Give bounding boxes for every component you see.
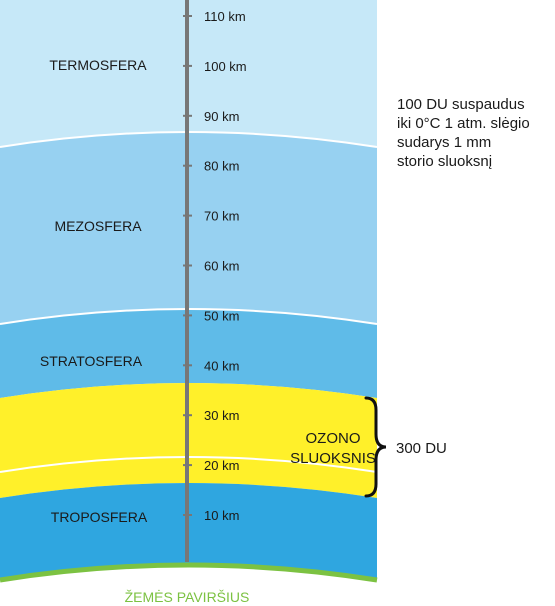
tick-label: 40 km: [204, 358, 239, 373]
termosfera-label: TERMOSFERA: [49, 57, 147, 73]
tick-label: 30 km: [204, 408, 239, 423]
ozone-label-line1: OZONO: [306, 430, 361, 447]
tick-label: 60 km: [204, 259, 239, 274]
tick-label: 10 km: [204, 508, 239, 523]
ozone-brace: [364, 396, 387, 498]
note-line: storio sluoksnį: [397, 153, 493, 170]
stratosfera-label: STRATOSFERA: [40, 353, 143, 369]
ground-surface: [0, 562, 378, 583]
note-line: 100 DU suspaudus: [397, 96, 525, 113]
tick-label: 20 km: [204, 458, 239, 473]
tick-label: 50 km: [204, 308, 239, 323]
troposfera-label: TROPOSFERA: [51, 509, 148, 525]
note-line: iki 0°C 1 atm. slėgio: [397, 115, 530, 132]
altitude-ticks: 110 km 100 km 90 km 80 km 70 km 60 km 50 km 40 …: [183, 9, 247, 523]
du-explanation-note: 100 DU suspaudus iki 0°C 1 atm. slėgio s…: [397, 95, 555, 171]
tick-label: 70 km: [204, 209, 239, 224]
note-line: sudarys 1 mm: [397, 134, 492, 151]
tick-label: 110 km: [204, 9, 246, 24]
ground-label: ŽEMĖS PAVIRŠIUS: [125, 588, 250, 605]
tick-label: 100 km: [204, 59, 247, 74]
ozone-amount-label: 300 DU: [396, 440, 447, 457]
tick-label: 90 km: [204, 109, 239, 124]
ozone-label-line2: SLUOKSNIS: [290, 450, 376, 467]
tick-label: 80 km: [204, 159, 239, 174]
mezosfera-label: MEZOSFERA: [54, 218, 142, 234]
